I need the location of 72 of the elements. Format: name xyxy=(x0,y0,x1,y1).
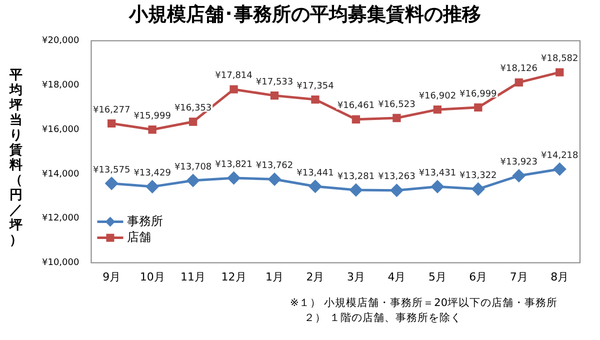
point xyxy=(188,118,198,126)
point xyxy=(350,184,362,196)
x-tick-label: 7月 xyxy=(510,270,528,284)
y-tick-label: ¥10,000 xyxy=(42,258,80,268)
x-tick-label: 6月 xyxy=(469,270,488,284)
point xyxy=(311,95,320,104)
point xyxy=(230,85,238,94)
data-label: ¥13,322 xyxy=(460,170,497,181)
data-label: ¥16,461 xyxy=(337,101,375,112)
y-tick-label: ¥20,000 xyxy=(42,36,80,46)
data-label: ¥16,353 xyxy=(174,104,212,114)
point xyxy=(553,162,566,176)
point xyxy=(105,177,118,190)
data-label: ¥15,999 xyxy=(134,111,172,122)
point xyxy=(352,115,360,124)
point xyxy=(392,114,401,122)
y-tick-label: ¥16,000 xyxy=(42,124,80,135)
x-tick-label: 2月 xyxy=(306,270,324,284)
data-label: ¥17,533 xyxy=(256,77,294,88)
point xyxy=(148,126,156,134)
data-label: ¥13,821 xyxy=(215,160,252,170)
data-label: ¥17,354 xyxy=(296,81,334,92)
data-label: ¥16,277 xyxy=(92,105,130,116)
point xyxy=(556,68,564,76)
data-label: ¥13,431 xyxy=(418,168,456,178)
x-tick-label: 8月 xyxy=(550,270,569,284)
point xyxy=(268,173,281,186)
data-label: ¥13,575 xyxy=(92,165,130,176)
data-label: ¥18,582 xyxy=(541,54,578,64)
point xyxy=(514,78,523,86)
x-tick-label: 12月 xyxy=(221,270,246,284)
point xyxy=(146,180,159,193)
point xyxy=(474,103,482,112)
data-label: ¥17,814 xyxy=(215,71,253,82)
x-tick-label: 3月 xyxy=(346,270,365,284)
legend-label: 事務所 xyxy=(127,214,164,228)
text: ※１） 小規模店舗・事務所＝20坪以下の店舗・事務所 xyxy=(290,296,558,311)
data-label: ¥13,762 xyxy=(256,161,294,172)
data-label: ¥14,218 xyxy=(541,151,579,162)
x-tick-label: 1月 xyxy=(266,270,284,284)
legend-label: 店舗 xyxy=(127,230,152,244)
point xyxy=(308,180,322,193)
data-label: ¥13,923 xyxy=(500,158,538,168)
data-label: ¥16,902 xyxy=(418,91,456,102)
point xyxy=(433,105,442,114)
point xyxy=(228,172,240,184)
point xyxy=(270,91,279,100)
y-tick-label: ¥14,000 xyxy=(42,169,80,180)
x-tick-label: 11月 xyxy=(180,270,206,284)
point xyxy=(390,184,403,197)
data-label: ¥13,429 xyxy=(134,168,172,179)
chart-title: 小規模店舗･事務所の平均募集賃料の推移 xyxy=(128,3,481,26)
data-label: ¥13,281 xyxy=(337,172,375,182)
x-tick-label: 9月 xyxy=(102,270,121,284)
point xyxy=(512,169,526,182)
text: 平均坪当り賃料（円／坪） xyxy=(10,68,22,248)
x-tick-label: 10月 xyxy=(140,270,165,284)
data-label: ¥16,999 xyxy=(460,89,498,100)
point xyxy=(472,182,484,196)
data-label: ¥16,523 xyxy=(378,100,416,110)
data-label: ¥13,263 xyxy=(378,172,416,182)
data-label: ¥13,441 xyxy=(296,168,334,178)
point xyxy=(186,174,200,187)
x-tick-label: 4月 xyxy=(388,270,406,284)
data-label: ¥13,708 xyxy=(174,162,212,172)
data-label: ¥18,126 xyxy=(500,64,538,74)
y-tick-label: ¥18,000 xyxy=(42,80,80,91)
point xyxy=(108,119,116,128)
point xyxy=(431,180,444,193)
text: ２） １階の店舗、事務所を除く xyxy=(303,311,462,326)
y-tick-label: ¥12,000 xyxy=(42,214,80,224)
x-tick-label: 5月 xyxy=(428,270,446,284)
